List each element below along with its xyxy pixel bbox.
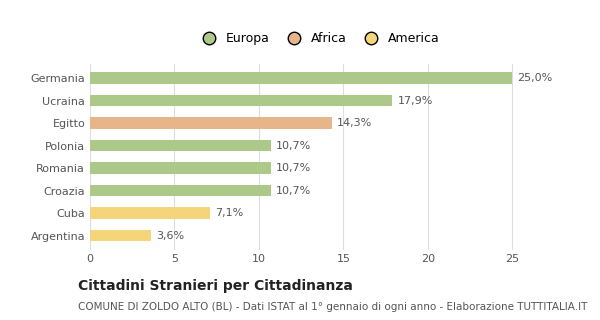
- Bar: [90, 117, 332, 129]
- Text: 14,3%: 14,3%: [337, 118, 372, 128]
- Bar: [90, 185, 271, 196]
- Text: 3,6%: 3,6%: [156, 230, 184, 241]
- Text: 10,7%: 10,7%: [276, 163, 311, 173]
- Text: 10,7%: 10,7%: [276, 140, 311, 150]
- Bar: [90, 163, 271, 174]
- Text: COMUNE DI ZOLDO ALTO (BL) - Dati ISTAT al 1° gennaio di ogni anno - Elaborazione: COMUNE DI ZOLDO ALTO (BL) - Dati ISTAT a…: [78, 302, 587, 312]
- Bar: [90, 230, 151, 241]
- Bar: [90, 72, 512, 84]
- Bar: [90, 140, 271, 151]
- Text: 17,9%: 17,9%: [397, 96, 433, 106]
- Text: Cittadini Stranieri per Cittadinanza: Cittadini Stranieri per Cittadinanza: [78, 279, 353, 292]
- Text: 7,1%: 7,1%: [215, 208, 243, 218]
- Bar: [90, 207, 210, 219]
- Text: 10,7%: 10,7%: [276, 186, 311, 196]
- Legend: Europa, Africa, America: Europa, Africa, America: [194, 29, 442, 47]
- Text: 25,0%: 25,0%: [517, 73, 553, 83]
- Bar: [90, 95, 392, 106]
